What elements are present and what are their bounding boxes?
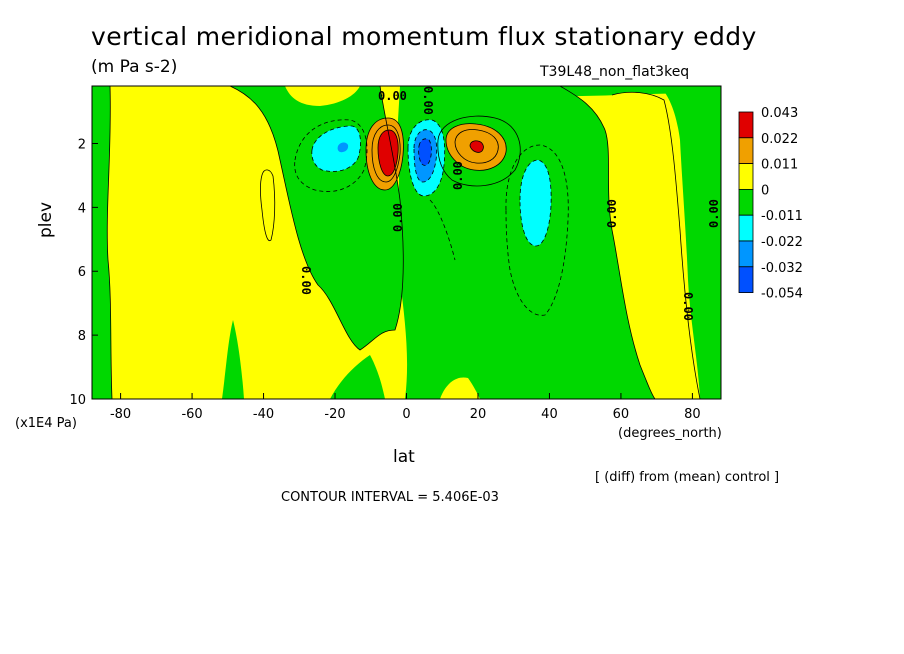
contour-label-4: 0.00 bbox=[605, 199, 619, 228]
colorbar-swatch bbox=[738, 188, 754, 216]
chart-units: (m Pa s-2) bbox=[91, 57, 178, 77]
fill-red-right-core bbox=[470, 140, 484, 153]
y-tick-label: 2 bbox=[78, 137, 86, 152]
fill-cyan-left-lobe bbox=[311, 126, 361, 172]
colorbar-label: 0.043 bbox=[761, 106, 798, 121]
contour-interval: CONTOUR INTERVAL = 5.406E-03 bbox=[281, 490, 499, 505]
x-tick-label: -60 bbox=[181, 407, 202, 422]
x-tick-label: -80 bbox=[110, 407, 131, 422]
contour-label-2: 0.00 bbox=[391, 203, 405, 232]
fill-yellow-right-column bbox=[612, 92, 700, 399]
x-tick-label: 60 bbox=[613, 407, 630, 422]
fill-deepblue-center bbox=[418, 138, 432, 166]
y-axis-unit: (x1E4 Pa) bbox=[15, 416, 77, 431]
x-tick-label: 0 bbox=[402, 407, 410, 422]
fill-blue-left-spot bbox=[337, 142, 349, 153]
colorbar-label: 0.011 bbox=[761, 158, 798, 173]
contour-label-1: 0.00 bbox=[378, 89, 407, 103]
fill-green-right bbox=[660, 86, 721, 399]
colorbar-label: -0.011 bbox=[761, 209, 803, 224]
x-tick-label: -40 bbox=[253, 407, 274, 422]
colorbar-label: -0.054 bbox=[761, 287, 803, 302]
diff-note: [ (diff) from (mean) control ] bbox=[595, 470, 780, 485]
colorbar-label: -0.032 bbox=[761, 261, 803, 276]
colorbar-swatch bbox=[738, 266, 754, 293]
x-tick-label: 40 bbox=[541, 407, 558, 422]
colorbar-swatch bbox=[738, 111, 754, 139]
colorbar-swatch bbox=[738, 214, 754, 242]
x-tick-label: 20 bbox=[470, 407, 487, 422]
x-axis-unit: (degrees_north) bbox=[618, 426, 722, 441]
colorbar-label: -0.022 bbox=[761, 235, 803, 250]
y-axis-label: plev bbox=[36, 201, 56, 238]
fill-green-bottom-left bbox=[222, 320, 244, 399]
x-axis: -80 -60 -40 -20 0 20 40 60 80 bbox=[110, 393, 701, 422]
negative-contour-lines bbox=[294, 119, 569, 316]
fill-green-bottom-mid bbox=[330, 355, 385, 399]
run-name: T39L48_non_flat3keq bbox=[540, 64, 690, 80]
colorbar-label: 0.022 bbox=[761, 132, 798, 147]
x-tick-label: -20 bbox=[324, 407, 345, 422]
contour-label-7: 0.00 bbox=[681, 292, 695, 321]
x-tick-label: 80 bbox=[684, 407, 701, 422]
fill-yellow-bottom-center bbox=[440, 377, 480, 399]
contour-label-5: 0.00 bbox=[707, 199, 721, 228]
y-axis: 2 4 6 8 10 bbox=[69, 137, 98, 408]
colorbar-swatch bbox=[738, 240, 754, 268]
fill-cyan-right-lobe bbox=[520, 160, 552, 246]
fill-yellow-upper-patch bbox=[285, 86, 360, 106]
colorbar-swatch bbox=[738, 137, 754, 165]
colorbar: 0.043 0.022 0.011 0 -0.011 -0.022 -0.032 -0.054 bbox=[738, 106, 803, 302]
y-tick-label: 10 bbox=[69, 393, 86, 408]
contour-lines bbox=[106, 85, 701, 400]
colorbar-label: 0 bbox=[761, 183, 769, 198]
contour-label-3: 0.00 bbox=[451, 161, 465, 190]
contour-label-6: 0.00 bbox=[299, 266, 313, 295]
x-axis-label: lat bbox=[393, 447, 415, 467]
y-tick-label: 8 bbox=[78, 329, 86, 344]
chart-title: vertical meridional momentum flux statio… bbox=[91, 22, 757, 51]
y-tick-label: 6 bbox=[78, 265, 86, 280]
fill-red-left-core bbox=[378, 130, 399, 176]
contour-label-8: 0.00 bbox=[421, 86, 435, 115]
colorbar-swatch bbox=[738, 163, 754, 190]
fill-green-left-edge bbox=[92, 86, 112, 399]
y-tick-label: 4 bbox=[78, 201, 86, 216]
